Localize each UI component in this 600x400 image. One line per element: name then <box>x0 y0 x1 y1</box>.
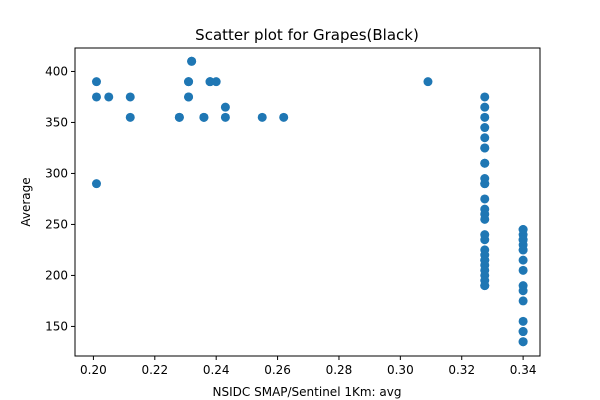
data-point <box>184 77 194 87</box>
data-point <box>480 112 490 122</box>
data-point <box>518 255 528 265</box>
y-tick-label: 300 <box>45 166 68 180</box>
data-point <box>518 245 528 255</box>
data-point <box>480 235 490 245</box>
x-tick-label: 0.20 <box>80 363 107 377</box>
data-point <box>91 77 101 87</box>
plot-frame <box>74 47 541 357</box>
y-tick-label: 200 <box>45 268 68 282</box>
data-point <box>104 92 114 102</box>
data-point <box>518 316 528 326</box>
data-point <box>220 112 230 122</box>
data-point <box>125 92 135 102</box>
data-point <box>257 112 267 122</box>
data-point <box>480 281 490 291</box>
y-axis-label: Average <box>19 177 33 226</box>
data-point <box>480 133 490 143</box>
chart-title: Scatter plot for Grapes(Black) <box>195 26 419 44</box>
data-point <box>91 92 101 102</box>
data-point <box>518 286 528 296</box>
x-tick-label: 0.22 <box>141 363 168 377</box>
data-point <box>480 158 490 168</box>
x-tick-label: 0.24 <box>203 363 230 377</box>
y-axis-ticks: 150 200 250 300 350 400 <box>45 64 75 333</box>
data-point <box>518 265 528 275</box>
y-tick-label: 400 <box>45 64 68 78</box>
data-point <box>480 92 490 102</box>
data-points <box>91 56 528 347</box>
data-point <box>187 56 197 66</box>
data-point <box>480 194 490 204</box>
data-point <box>480 179 490 189</box>
data-point <box>518 235 528 245</box>
data-point <box>518 225 528 235</box>
x-axis-label: NSIDC SMAP/Sentinel 1Km: avg <box>213 385 402 399</box>
data-point <box>518 337 528 347</box>
data-point <box>480 102 490 112</box>
data-point <box>220 102 230 112</box>
y-tick-label: 350 <box>45 115 68 129</box>
data-point <box>480 255 490 265</box>
y-tick-label: 250 <box>45 217 68 231</box>
y-tick-label: 150 <box>45 319 68 333</box>
x-axis-ticks: 0.20 0.22 0.24 0.26 0.28 0.30 0.32 0.34 <box>80 356 536 377</box>
x-tick-label: 0.30 <box>387 363 414 377</box>
x-tick-label: 0.34 <box>510 363 537 377</box>
data-point <box>174 112 184 122</box>
data-point <box>480 123 490 133</box>
data-point <box>518 327 528 337</box>
data-point <box>211 77 221 87</box>
data-point <box>423 77 433 87</box>
x-tick-label: 0.28 <box>326 363 353 377</box>
data-point <box>480 143 490 153</box>
x-tick-label: 0.26 <box>264 363 291 377</box>
x-tick-label: 0.32 <box>448 363 475 377</box>
data-point <box>125 112 135 122</box>
data-point <box>199 112 209 122</box>
data-point <box>279 112 289 122</box>
data-point <box>480 214 490 224</box>
data-point <box>184 92 194 102</box>
data-point <box>518 296 528 306</box>
data-point <box>91 179 101 189</box>
